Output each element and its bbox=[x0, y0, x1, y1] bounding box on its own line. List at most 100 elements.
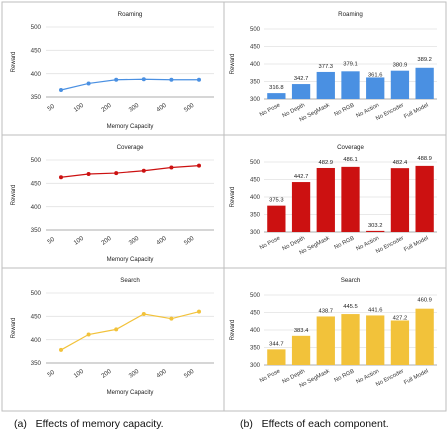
data-label: 486.1 bbox=[343, 157, 358, 163]
data-label: 488.9 bbox=[417, 156, 432, 162]
caption-b-tag: (b) bbox=[240, 418, 253, 430]
data-label: 344.7 bbox=[269, 341, 284, 347]
y-tick-label: 450 bbox=[250, 45, 261, 51]
bar bbox=[341, 166, 360, 232]
y-tick-label: 400 bbox=[250, 328, 261, 334]
data-label: 442.7 bbox=[294, 174, 309, 180]
y-tick-label: 400 bbox=[31, 71, 42, 78]
x-tick-label: 100 bbox=[73, 102, 86, 114]
bar bbox=[341, 71, 360, 99]
bar bbox=[291, 182, 311, 232]
x-tick-label: 50 bbox=[46, 103, 56, 113]
x-tick-label: Full Model bbox=[403, 102, 429, 120]
y-tick-label: 350 bbox=[31, 94, 42, 101]
chart-title: Roaming bbox=[118, 11, 143, 18]
x-tick-label: Full Model bbox=[403, 235, 429, 253]
data-point bbox=[86, 332, 91, 337]
x-axis-label: Memory Capacity bbox=[107, 124, 154, 130]
bar bbox=[366, 230, 385, 232]
y-tick-label: 400 bbox=[250, 62, 261, 68]
data-label: 441.6 bbox=[368, 307, 383, 313]
bar bbox=[316, 167, 335, 232]
data-point bbox=[59, 88, 63, 92]
x-tick-label: No Encoder bbox=[375, 368, 405, 388]
data-point bbox=[59, 175, 63, 180]
panel-frame bbox=[1, 134, 225, 269]
data-label: 361.6 bbox=[368, 72, 383, 78]
data-label: 375.3 bbox=[269, 198, 284, 204]
data-label: 379.1 bbox=[343, 61, 358, 67]
x-tick-label: 500 bbox=[183, 368, 196, 380]
data-label: 303.2 bbox=[368, 223, 383, 229]
x-axis-label: Memory Capacity bbox=[107, 257, 154, 263]
bar bbox=[341, 314, 360, 365]
y-tick-label: 500 bbox=[250, 27, 261, 33]
data-label: 383.4 bbox=[294, 328, 309, 334]
y-tick-label: 450 bbox=[31, 181, 42, 188]
y-tick-label: 450 bbox=[31, 314, 42, 321]
y-axis-label: Reward bbox=[230, 187, 236, 208]
y-tick-label: 300 bbox=[250, 230, 261, 236]
data-label: 482.9 bbox=[319, 160, 334, 166]
data-label: 482.4 bbox=[393, 160, 408, 166]
chart-title: Search bbox=[341, 277, 361, 284]
panel-frame bbox=[1, 1, 225, 136]
series-line bbox=[60, 165, 200, 178]
y-tick-label: 450 bbox=[31, 48, 42, 55]
y-tick-label: 350 bbox=[250, 346, 261, 352]
y-axis-label: Reward bbox=[11, 318, 17, 339]
x-tick-label: 200 bbox=[100, 368, 113, 380]
data-label: 460.9 bbox=[417, 298, 432, 304]
y-tick-label: 500 bbox=[250, 160, 261, 166]
x-tick-label: 300 bbox=[128, 102, 141, 114]
data-label: 438.7 bbox=[319, 308, 334, 314]
memory-capacity-coverage-chart: Coverage 350 400 450 500 Reward 50 100 200 300 400… bbox=[11, 144, 214, 263]
chart-title: Search bbox=[120, 277, 140, 284]
panel-frame bbox=[223, 267, 447, 412]
x-tick-label: 400 bbox=[155, 235, 168, 247]
x-tick-label: 400 bbox=[155, 368, 168, 380]
data-point bbox=[197, 77, 201, 82]
x-tick-label: Full Model bbox=[403, 368, 429, 386]
bar bbox=[415, 67, 434, 99]
data-label: 316.8 bbox=[269, 85, 284, 91]
x-tick-label: 500 bbox=[183, 102, 196, 114]
chart-title: Roaming bbox=[338, 11, 363, 18]
y-tick-label: 400 bbox=[31, 204, 42, 211]
panel-frames bbox=[1, 1, 447, 412]
data-point bbox=[169, 316, 174, 321]
data-point bbox=[141, 312, 146, 316]
data-label: 380.9 bbox=[393, 63, 408, 69]
caption-a-tag: (a) bbox=[14, 418, 27, 430]
component-ablation-coverage-chart: Coverage 300 350 400 450 500 Reward 375.3 442.7 4… bbox=[230, 144, 437, 256]
data-point bbox=[86, 81, 91, 86]
x-tick-label: 400 bbox=[155, 102, 168, 114]
data-point bbox=[114, 327, 119, 332]
x-tick-label: No Encoder bbox=[375, 235, 405, 255]
y-tick-label: 350 bbox=[31, 227, 42, 234]
data-point bbox=[114, 171, 119, 176]
x-tick-label: 200 bbox=[100, 235, 113, 247]
caption-a-text: Effects of memory capacity. bbox=[35, 418, 164, 430]
bar bbox=[267, 93, 286, 99]
y-axis-label: Reward bbox=[230, 320, 236, 341]
y-tick-label: 300 bbox=[250, 97, 261, 103]
bar bbox=[415, 308, 434, 365]
data-label: 389.2 bbox=[417, 57, 432, 63]
y-tick-label: 500 bbox=[31, 290, 42, 297]
x-tick-label: 300 bbox=[128, 368, 141, 380]
x-tick-label: No Pose bbox=[259, 235, 281, 251]
series-line bbox=[60, 78, 199, 91]
bar bbox=[291, 84, 311, 99]
bar bbox=[390, 70, 410, 99]
y-axis-label: Reward bbox=[230, 54, 236, 75]
x-tick-label: 100 bbox=[73, 368, 86, 380]
chart-title: Coverage bbox=[117, 144, 144, 151]
y-tick-label: 500 bbox=[31, 24, 42, 31]
data-label: 427.2 bbox=[393, 315, 408, 321]
y-tick-label: 400 bbox=[250, 195, 261, 201]
data-label: 377.3 bbox=[319, 64, 334, 70]
bar bbox=[267, 349, 286, 365]
data-point bbox=[141, 168, 146, 173]
